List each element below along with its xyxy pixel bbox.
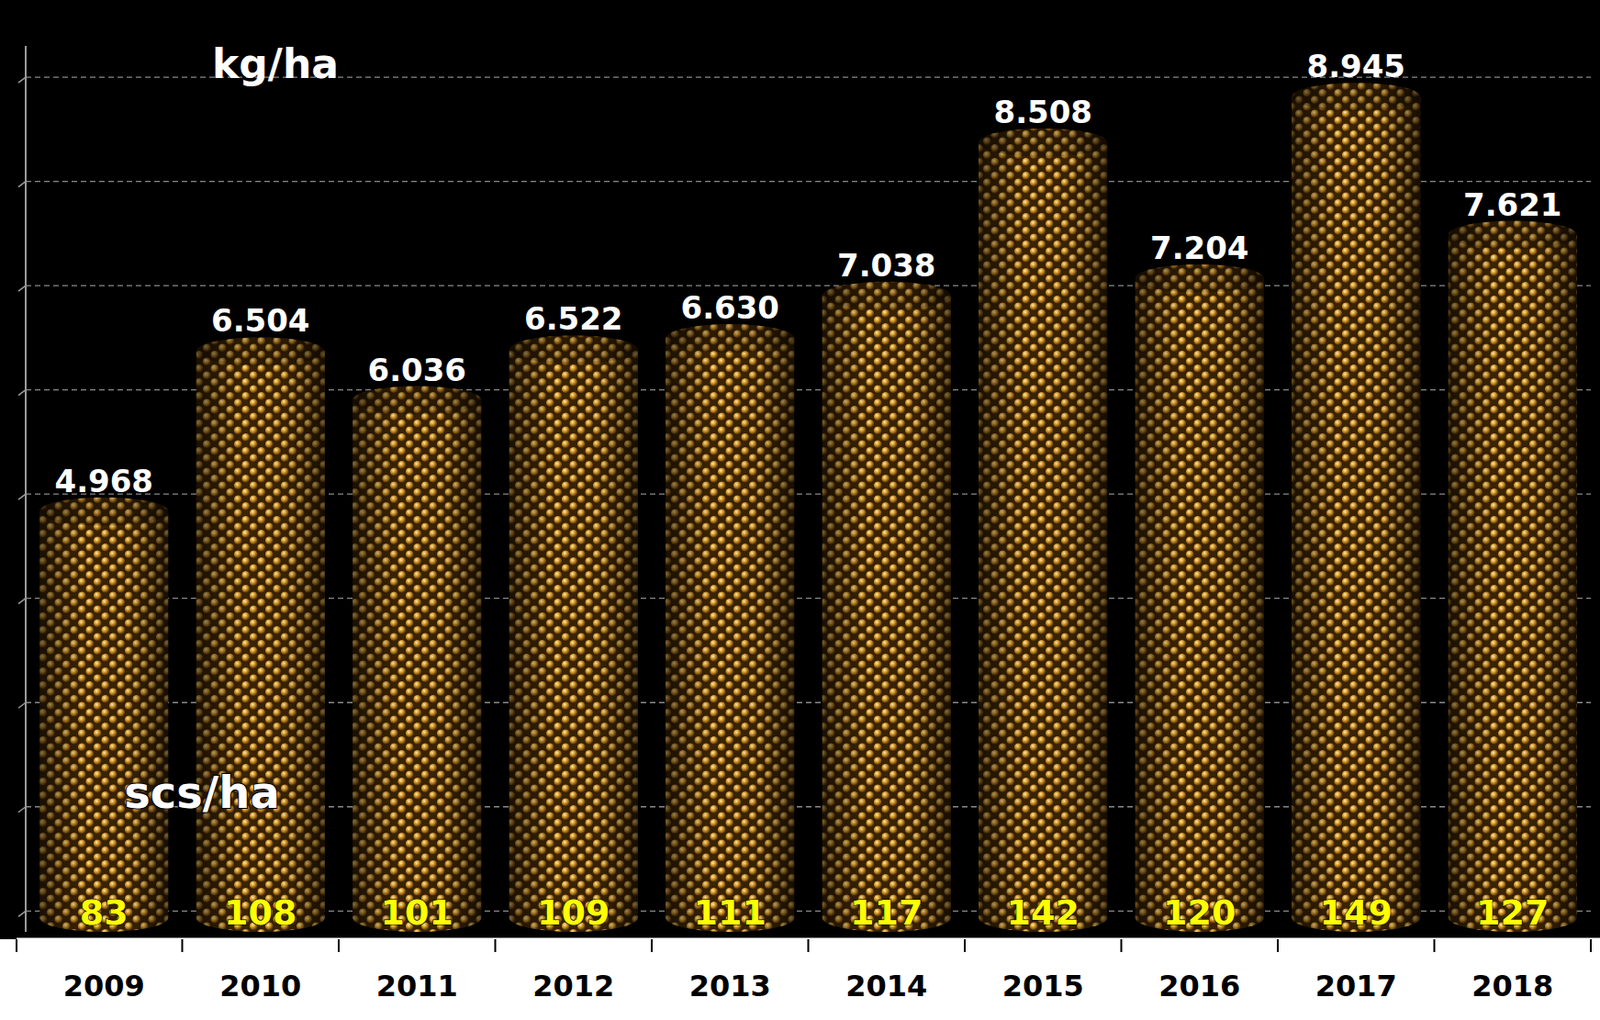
x-tick bbox=[1589, 939, 1592, 952]
y-axis-line bbox=[24, 45, 27, 932]
bar-shade bbox=[196, 336, 325, 932]
sacks-label: 120 bbox=[1163, 892, 1236, 933]
bar bbox=[822, 281, 952, 932]
bar-shade bbox=[509, 335, 638, 932]
x-tick bbox=[807, 939, 810, 952]
x-tick-label: 2010 bbox=[219, 968, 302, 1004]
floor bbox=[0, 939, 1600, 1020]
bar-top bbox=[665, 324, 795, 353]
background bbox=[0, 0, 1600, 1020]
sacks-label: 109 bbox=[537, 892, 610, 933]
sacks-axis-title: scs/ha bbox=[123, 766, 280, 818]
x-tick-label: 2016 bbox=[1158, 968, 1241, 1004]
x-tick-label: 2014 bbox=[845, 968, 928, 1004]
data-label: 6.504 bbox=[211, 302, 311, 339]
bar bbox=[978, 128, 1108, 932]
bar-top bbox=[352, 386, 482, 415]
bar-top bbox=[196, 336, 325, 366]
bar bbox=[1291, 82, 1421, 932]
bar-top bbox=[978, 128, 1108, 157]
y-tick bbox=[18, 181, 26, 188]
x-tick-label: 2009 bbox=[63, 968, 146, 1004]
data-label: 4.968 bbox=[54, 462, 154, 500]
x-tick-label: 2015 bbox=[1002, 968, 1085, 1004]
bar-shade bbox=[822, 281, 952, 932]
chart-svg: 4.968 83 2009 6.504 108 2010 6.036 101 2011 6.522… bbox=[0, 0, 1600, 1020]
sacks-label: 117 bbox=[850, 892, 923, 933]
data-label: 8.945 bbox=[1306, 47, 1406, 85]
y-tick bbox=[18, 390, 26, 396]
bar-top bbox=[509, 335, 638, 364]
bar bbox=[196, 336, 325, 932]
sacks-label: 111 bbox=[693, 892, 767, 933]
bar bbox=[509, 335, 638, 932]
sacks-label: 108 bbox=[223, 892, 297, 933]
bar bbox=[665, 324, 795, 932]
x-tick bbox=[337, 939, 340, 952]
bar-top bbox=[39, 497, 168, 526]
x-tick-label: 2012 bbox=[532, 968, 615, 1004]
bar-top bbox=[1135, 264, 1265, 293]
sacks-label: 83 bbox=[79, 892, 129, 933]
data-label: 8.508 bbox=[993, 93, 1093, 131]
bar-shade bbox=[1448, 221, 1578, 932]
bar-shade bbox=[978, 128, 1108, 932]
bar bbox=[1448, 221, 1578, 932]
data-label: 7.204 bbox=[1150, 229, 1250, 267]
chart-container: 4.968 83 2009 6.504 108 2010 6.036 101 2011 6.522… bbox=[0, 0, 1600, 1020]
bar-top bbox=[822, 281, 952, 311]
x-tick-label: 2018 bbox=[1471, 968, 1554, 1004]
x-tick-label: 2013 bbox=[689, 968, 772, 1004]
y-tick bbox=[18, 910, 26, 917]
bars bbox=[39, 82, 1577, 932]
sacks-label: 101 bbox=[380, 892, 454, 933]
data-label: 6.630 bbox=[680, 289, 780, 326]
bar-shade bbox=[665, 324, 795, 932]
y-tick bbox=[18, 598, 26, 605]
y-tick bbox=[18, 702, 26, 708]
y-tick bbox=[18, 285, 26, 291]
x-tick bbox=[181, 939, 184, 952]
y-axis-title: kg/ha bbox=[212, 40, 339, 88]
y-tick bbox=[18, 493, 26, 500]
sacks-label: 142 bbox=[1006, 892, 1080, 933]
bar-top bbox=[1291, 82, 1421, 112]
bar bbox=[352, 386, 482, 932]
x-tick bbox=[963, 939, 966, 952]
x-tick bbox=[1120, 939, 1123, 952]
data-label: 6.036 bbox=[367, 351, 467, 389]
x-tick-label: 2011 bbox=[376, 968, 459, 1004]
x-tick bbox=[494, 939, 497, 952]
bar-top bbox=[1448, 221, 1578, 250]
x-tick-label: 2017 bbox=[1315, 968, 1398, 1004]
bar bbox=[39, 497, 168, 932]
x-tick bbox=[650, 939, 653, 952]
sacks-label: 127 bbox=[1476, 892, 1549, 933]
sacks-label: 149 bbox=[1320, 892, 1393, 933]
bar-shade bbox=[1135, 264, 1265, 932]
x-tick bbox=[1276, 939, 1279, 952]
x-tick bbox=[1433, 939, 1436, 952]
data-label: 7.621 bbox=[1463, 186, 1563, 224]
y-tick bbox=[18, 77, 26, 83]
data-label: 7.038 bbox=[837, 246, 937, 284]
bar-shade bbox=[39, 497, 168, 932]
x-tick bbox=[15, 939, 18, 952]
data-label: 6.522 bbox=[524, 300, 624, 337]
bar-shade bbox=[1291, 82, 1421, 932]
bar bbox=[1135, 264, 1265, 932]
y-tick bbox=[18, 806, 26, 813]
bar-shade bbox=[352, 386, 482, 932]
